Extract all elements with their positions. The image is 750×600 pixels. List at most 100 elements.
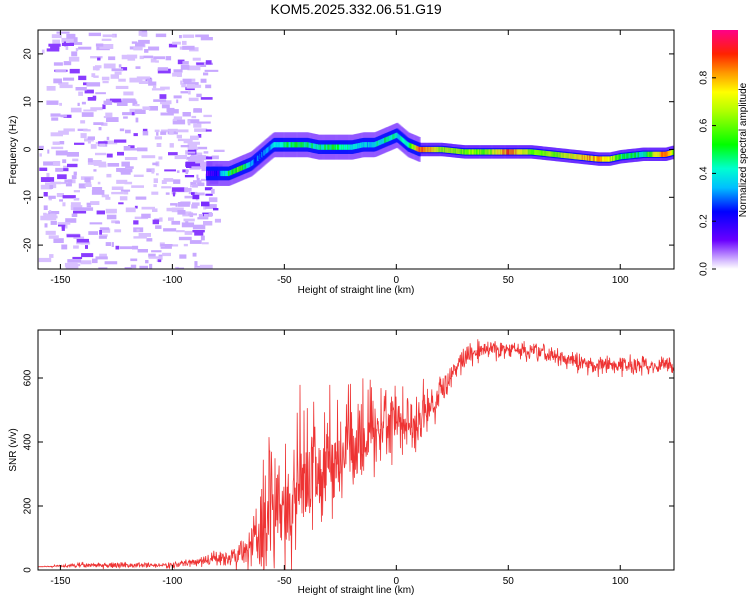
snr-x-ticks: -150 -100 -50 0 50 100: [50, 330, 629, 587]
noise-patch: [179, 254, 187, 259]
noise-patch: [189, 84, 202, 88]
noise-patch: [173, 179, 181, 184]
noise-patch: [81, 101, 86, 105]
noise-patch: [211, 188, 215, 194]
noise-patch: [192, 224, 206, 230]
noise-patch: [59, 199, 63, 202]
noise-patch: [185, 220, 189, 224]
colorbar-label: Normalized spectral amplitude: [738, 82, 749, 217]
noise-patch: [176, 129, 189, 133]
noise-patch: [106, 214, 117, 220]
noise-patch: [57, 222, 71, 225]
noise-patch: [203, 213, 209, 218]
noise-patch: [59, 102, 62, 106]
noise-patch: [116, 168, 127, 172]
ridge-core: [672, 149, 674, 155]
noise-patch: [153, 99, 167, 102]
noise-patch: [182, 78, 192, 83]
noise-patch: [169, 143, 174, 148]
noise-patch: [157, 67, 169, 71]
noise-patch: [133, 46, 143, 51]
noise-patch: [194, 231, 204, 236]
noise-patch: [76, 238, 89, 243]
noise-patch: [151, 191, 159, 195]
noise-patch: [165, 192, 170, 195]
noise-patch: [199, 264, 213, 269]
noise-patch: [171, 187, 185, 192]
noise-patch: [160, 112, 174, 116]
noise-patch: [161, 180, 167, 184]
noise-patch: [187, 120, 191, 126]
noise-patch: [171, 220, 181, 225]
noise-patch: [149, 263, 153, 269]
noise-patch: [106, 117, 119, 122]
noise-patch: [182, 40, 187, 45]
noise-patch: [154, 129, 160, 133]
noise-patch: [184, 175, 195, 178]
noise-patch: [50, 183, 56, 188]
noise-patch: [172, 118, 177, 121]
y-tick-label: 0: [23, 567, 34, 573]
y-tick-label: 20: [23, 48, 34, 60]
noise-patch: [142, 131, 149, 136]
noise-patch: [146, 78, 153, 84]
noise-patch: [170, 203, 178, 206]
noise-patch: [43, 205, 48, 210]
noise-patch: [165, 56, 172, 61]
y-tick-label: -20: [23, 237, 34, 252]
noise-patch: [114, 71, 122, 75]
noise-patch: [192, 194, 200, 200]
noise-patch: [172, 72, 182, 77]
snr-panel: -150 -100 -50 0 50 100 0 200 400 600 Height of s…: [8, 329, 675, 596]
noise-patch: [97, 141, 101, 147]
noise-patch: [151, 88, 165, 91]
noise-patch: [190, 181, 197, 185]
noise-patch: [187, 144, 198, 150]
noise-patch: [101, 38, 112, 41]
colorbar-ticks: 0.0 0.2 0.4 0.6 0.8: [699, 70, 716, 276]
noise-patch: [177, 59, 185, 65]
noise-patch: [75, 48, 79, 52]
noise-patch: [162, 252, 171, 257]
noise-patch: [136, 228, 140, 232]
noise-patch: [55, 150, 68, 156]
noise-patch: [156, 143, 162, 147]
noise-patch: [205, 129, 212, 132]
noise-patch: [136, 76, 151, 80]
noise-patch: [67, 163, 78, 168]
noise-patch: [91, 73, 96, 78]
noise-patch: [89, 222, 103, 225]
noise-patch: [131, 41, 138, 44]
noise-patch: [118, 78, 126, 82]
noise-patch: [87, 158, 93, 163]
noise-patch: [135, 196, 147, 200]
noise-patch: [182, 34, 195, 38]
noise-patch: [105, 196, 111, 200]
noise-patch: [134, 205, 138, 209]
noise-patch: [163, 178, 174, 182]
noise-patch: [90, 201, 100, 205]
noise-patch: [142, 106, 151, 110]
noise-patch: [46, 172, 50, 178]
noise-patch: [61, 42, 74, 46]
noise-patch: [81, 112, 94, 117]
noise-patch: [48, 43, 61, 47]
noise-patch: [204, 69, 219, 72]
noise-patch: [130, 258, 138, 262]
noise-patch: [84, 89, 94, 94]
noise-patch: [211, 155, 219, 160]
noise-patch: [63, 114, 72, 118]
noise-patch: [127, 56, 136, 61]
noise-patch: [99, 227, 110, 230]
y-tick-label: -10: [23, 190, 34, 205]
noise-patch: [111, 68, 124, 72]
noise-patch: [77, 263, 81, 267]
noise-patch: [200, 161, 211, 167]
noise-patch: [78, 46, 92, 50]
noise-patch: [116, 101, 128, 106]
noise-patch: [198, 214, 203, 218]
noise-patch: [92, 258, 98, 264]
noise-patch: [192, 230, 205, 233]
noise-patch: [184, 195, 193, 199]
